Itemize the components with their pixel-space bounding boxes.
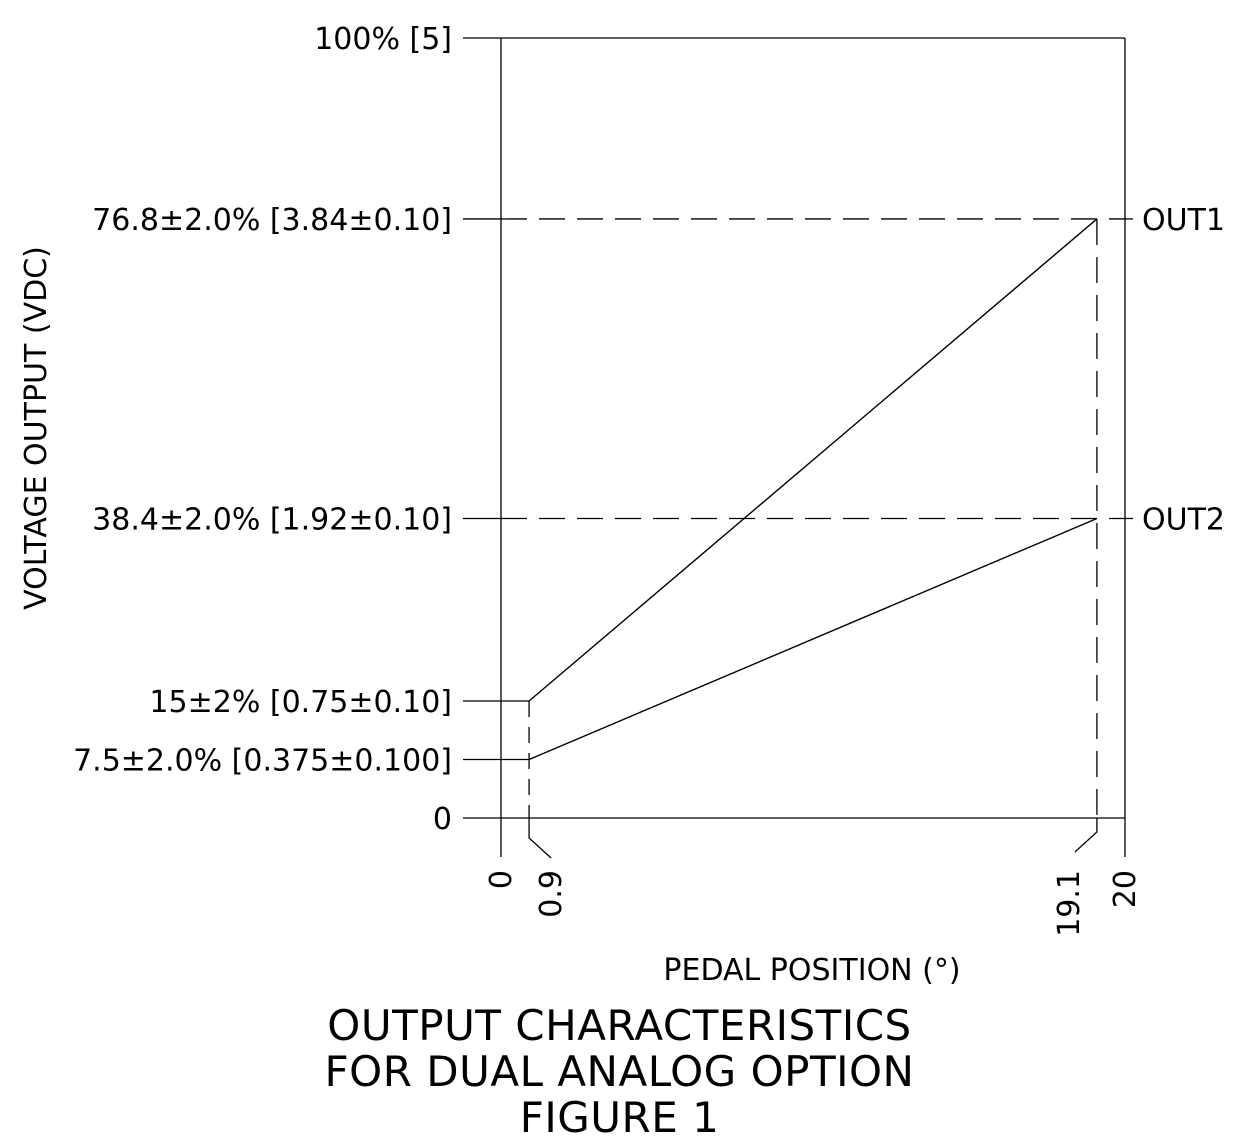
- y-tick-label: 15±2% [0.75±0.10]: [149, 685, 452, 720]
- series-label-out2: OUT2: [1142, 502, 1225, 537]
- plot-frame: [463, 37, 1126, 857]
- x-axis-label: PEDAL POSITION (°): [663, 953, 960, 988]
- series-label-out1: OUT1: [1142, 203, 1225, 238]
- x-tick-label: 20: [1108, 870, 1143, 908]
- figure-title-line-2: FOR DUAL ANALOG OPTION: [324, 1047, 915, 1096]
- series-lines: OUT1 OUT2: [528, 203, 1225, 761]
- x-axis-ticks: 0 0.9 19.1 20: [484, 818, 1143, 937]
- y-tick-label: 0: [433, 802, 452, 837]
- x-tick-label: 19.1: [1052, 870, 1087, 937]
- figure-title-line-3: FIGURE 1: [519, 1093, 720, 1142]
- y-tick-label: 76.8±2.0% [3.84±0.10]: [92, 203, 452, 238]
- x-tick-leader: [1074, 818, 1098, 853]
- series-line-out2: [528, 517, 1098, 761]
- y-axis-label: VOLTAGE OUTPUT (VDC): [19, 246, 54, 610]
- y-tick-label: 7.5±2.0% [0.375±0.100]: [73, 744, 452, 779]
- dashed-guide-lines: [501, 218, 1125, 818]
- series-line-out1: [528, 218, 1098, 702]
- y-tick-label: 100% [5]: [314, 22, 452, 57]
- figure-title-line-1: OUTPUT CHARACTERISTICS: [327, 1001, 912, 1050]
- x-tick-label: 0: [484, 870, 519, 889]
- y-tick-label: 38.4±2.0% [1.92±0.10]: [92, 502, 452, 537]
- x-tick-label: 0.9: [534, 870, 569, 918]
- x-tick-leader: [528, 818, 552, 859]
- y-axis-ticks: 0 7.5±2.0% [0.375±0.100] 15±2% [0.75±0.10]…: [73, 22, 530, 837]
